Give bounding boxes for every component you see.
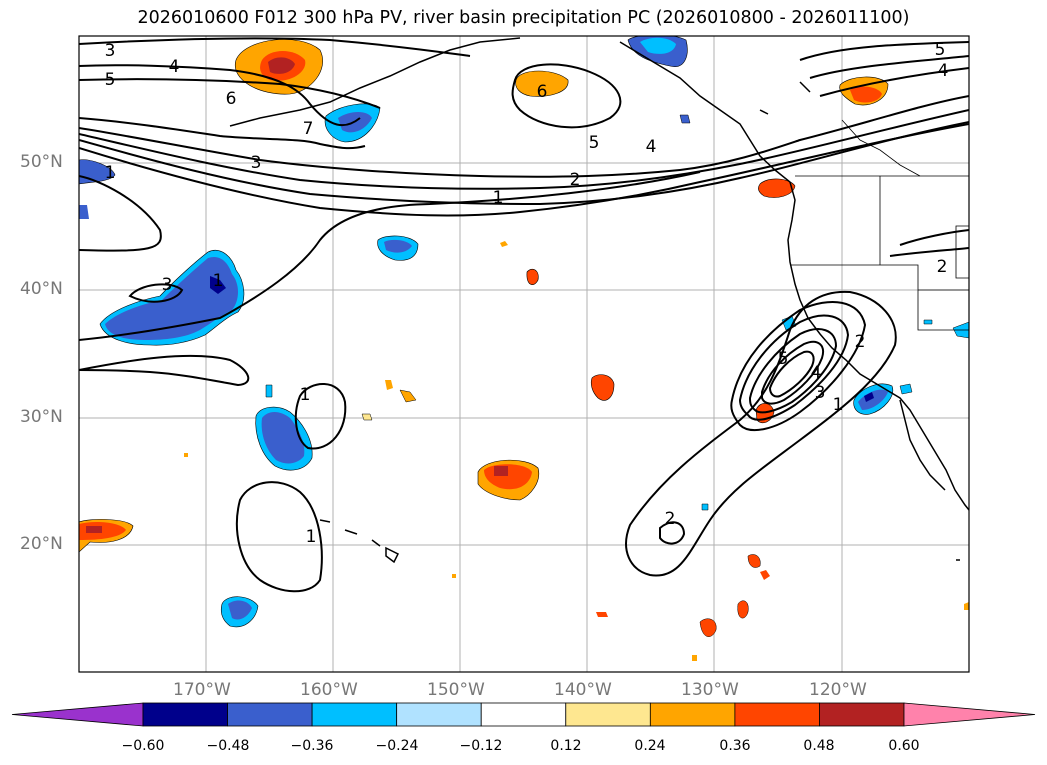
colorbar-extend-low [11,702,144,727]
contour-label: 1 [213,271,224,291]
contour-label: 3 [162,275,173,295]
contour-label: 2 [855,332,866,352]
lat-label: 30°N [20,407,63,427]
colorbar-tick-label: 0.36 [719,738,751,754]
contour-labels: 3 4 5 6 7 3 1 6 5 4 2 1 5 4 3 1 1 1 2 5 … [105,40,949,547]
contour-label: 4 [811,363,822,383]
contour-label: 1 [300,385,311,405]
contour-label: 5 [935,40,946,60]
contour-label: 5 [589,133,600,153]
contour-label: 1 [493,188,504,208]
contour-label: 6 [226,89,237,109]
borders [790,119,969,331]
contour-label: 7 [303,119,314,139]
colorbar-segment [734,702,820,727]
colorbar-segment [819,702,905,727]
lon-label: 160°W [300,680,358,700]
contour-label: 2 [937,257,948,277]
pv-contours [79,37,969,593]
contour-label: 1 [833,395,844,415]
colorbar-segment [565,702,651,727]
lat-label: 40°N [20,279,63,299]
contour-label: 5 [105,70,116,90]
colorbar-tick-label: −0.60 [121,738,165,754]
contour-label: 3 [105,41,116,61]
colorbar-tick-label: 0.12 [550,738,582,754]
contour-label: 4 [646,137,657,157]
colorbar-tick-label: −0.36 [290,738,334,754]
lon-label: 150°W [427,680,485,700]
lon-label: 140°W [554,680,612,700]
lon-label: 130°W [681,680,739,700]
map-frame [78,35,970,673]
contour-label: 4 [938,61,949,81]
colorbar [11,702,1036,727]
colorbar-extend-high [903,702,1036,727]
contour-label: 1 [306,527,317,547]
colorbar-segment [649,702,736,727]
colorbar-tick-label: 0.24 [634,738,666,754]
contour-label: 3 [815,383,826,403]
colorbar-tick-label: −0.24 [375,738,419,754]
contour-label: 3 [251,153,262,173]
colorbar-segment [396,702,482,727]
colorbar-tick-label: −0.48 [206,738,250,754]
colorbar-tick-label: −0.12 [459,738,503,754]
contour-label: 5 [778,349,789,369]
colorbar-tick-label: 0.48 [803,738,835,754]
colorbar-segment [142,702,228,727]
colorbar-segment [227,702,313,727]
contour-label: 2 [570,170,581,190]
lat-label: 50°N [20,152,63,172]
plot-title: 2026010600 F012 300 hPa PV, river basin … [137,8,910,28]
colorbar-segment [480,702,567,727]
contour-label: 1 [105,163,116,183]
coastlines [229,37,969,564]
lon-label: 120°W [809,680,867,700]
contour-label: 2 [665,509,676,529]
colorbar-segment [311,702,398,727]
contour-label: 6 [537,82,548,102]
lon-label: 170°W [173,680,231,700]
lat-label: 20°N [20,534,63,554]
contour-label: 4 [169,57,180,77]
colorbar-tick-label: 0.60 [888,738,920,754]
